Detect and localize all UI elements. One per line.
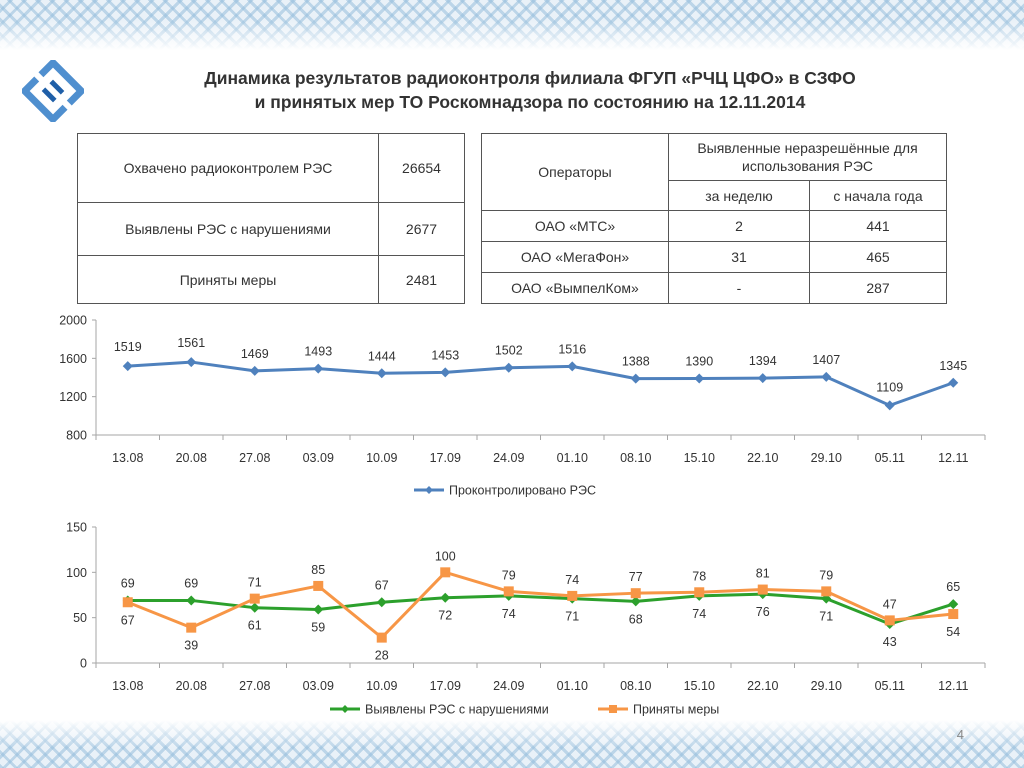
y-tick-label: 800	[66, 429, 87, 443]
x-tick-label: 05.11	[875, 451, 905, 465]
x-tick-label: 01.10	[557, 451, 588, 465]
data-label: 1109	[876, 380, 903, 394]
data-point	[694, 373, 705, 384]
data-label: 1407	[812, 353, 840, 367]
summary-label: Приняты меры	[77, 255, 379, 304]
operator-week: 2	[668, 210, 810, 242]
y-tick-label: 1200	[59, 390, 87, 404]
summary-row: Приняты меры 2481	[77, 255, 465, 304]
data-label: 1561	[177, 336, 205, 350]
top-pattern-band	[0, 0, 1024, 50]
data-label: 1519	[114, 340, 142, 354]
title-line-1: Динамика результатов радиоконтроля филиа…	[204, 68, 856, 88]
operator-row: ОАО «МТС» 2 441	[481, 210, 947, 242]
x-tick-label: 12.11	[938, 451, 968, 465]
series-line	[127, 360, 954, 407]
data-point	[249, 365, 260, 376]
x-tick-label: 13.08	[112, 451, 143, 465]
operator-week: -	[668, 272, 810, 304]
data-label: 1493	[304, 345, 332, 359]
x-tick-label: 08.10	[620, 451, 651, 465]
header-year: с начала года	[809, 180, 947, 211]
data-point	[440, 367, 451, 378]
page-number: 4	[956, 727, 964, 742]
operator-name: ОАО «МТС»	[481, 210, 669, 242]
summary-value: 2481	[378, 255, 465, 304]
data-point	[567, 361, 578, 372]
summary-row: Охвачено радиоконтролем РЭС 26654	[77, 133, 465, 203]
data-label: 1345	[939, 359, 967, 373]
x-tick-label: 24.09	[493, 451, 524, 465]
x-tick-label: 10.09	[366, 451, 397, 465]
data-point	[884, 400, 895, 411]
data-point	[630, 373, 641, 384]
data-label: 1469	[241, 347, 269, 361]
x-tick-label: 29.10	[811, 451, 842, 465]
operator-row: ОАО «МегаФон» 31 465	[481, 241, 947, 273]
data-point	[948, 377, 959, 388]
data-label: 1453	[431, 348, 459, 362]
operator-name: ОАО «ВымпелКом»	[481, 272, 669, 304]
header-week: за неделю	[668, 180, 810, 211]
x-tick-label: 27.08	[239, 451, 270, 465]
data-label: 1502	[495, 344, 523, 358]
x-tick-label: 22.10	[747, 451, 778, 465]
legend-marker	[425, 486, 433, 494]
operators-table: Операторы Выявленные неразрешённые для и…	[481, 133, 947, 304]
roskomnadzor-logo	[22, 60, 84, 122]
summary-value: 26654	[378, 133, 465, 203]
x-tick-label: 20.08	[176, 451, 207, 465]
data-point	[313, 363, 324, 374]
legend-label: Проконтролировано РЭС	[449, 484, 596, 498]
data-point	[122, 361, 133, 372]
header-operators: Операторы	[481, 133, 669, 211]
operator-week: 31	[668, 241, 810, 273]
data-label: 1394	[749, 354, 777, 368]
operator-year: 287	[809, 272, 947, 304]
x-tick-label: 03.09	[303, 451, 334, 465]
y-tick-label: 1600	[59, 352, 87, 366]
summary-table: Охвачено радиоконтролем РЭС 26654 Выявле…	[77, 133, 465, 304]
y-tick-label: 2000	[59, 314, 87, 328]
data-point	[503, 362, 514, 373]
bottom-pattern-band	[0, 720, 1024, 768]
data-label: 1516	[558, 342, 586, 356]
data-point	[821, 371, 832, 382]
data-point	[757, 373, 768, 384]
x-tick-label: 15.10	[684, 451, 715, 465]
data-point	[376, 368, 387, 379]
title-line-2: и принятых мер ТО Роскомнадзора по состо…	[254, 92, 806, 112]
operator-year: 441	[809, 210, 947, 242]
operator-row: ОАО «ВымпелКом» - 287	[481, 272, 947, 304]
operator-year: 465	[809, 241, 947, 273]
data-label: 1444	[368, 349, 396, 363]
page-title: Динамика результатов радиоконтроля филиа…	[110, 66, 950, 114]
data-point	[186, 357, 197, 368]
data-label: 1390	[685, 354, 713, 368]
summary-row: Выявлены РЭС с нарушениями 2677	[77, 202, 465, 256]
summary-value: 2677	[378, 202, 465, 256]
data-label: 1388	[622, 355, 650, 369]
x-tick-label: 17.09	[430, 451, 461, 465]
